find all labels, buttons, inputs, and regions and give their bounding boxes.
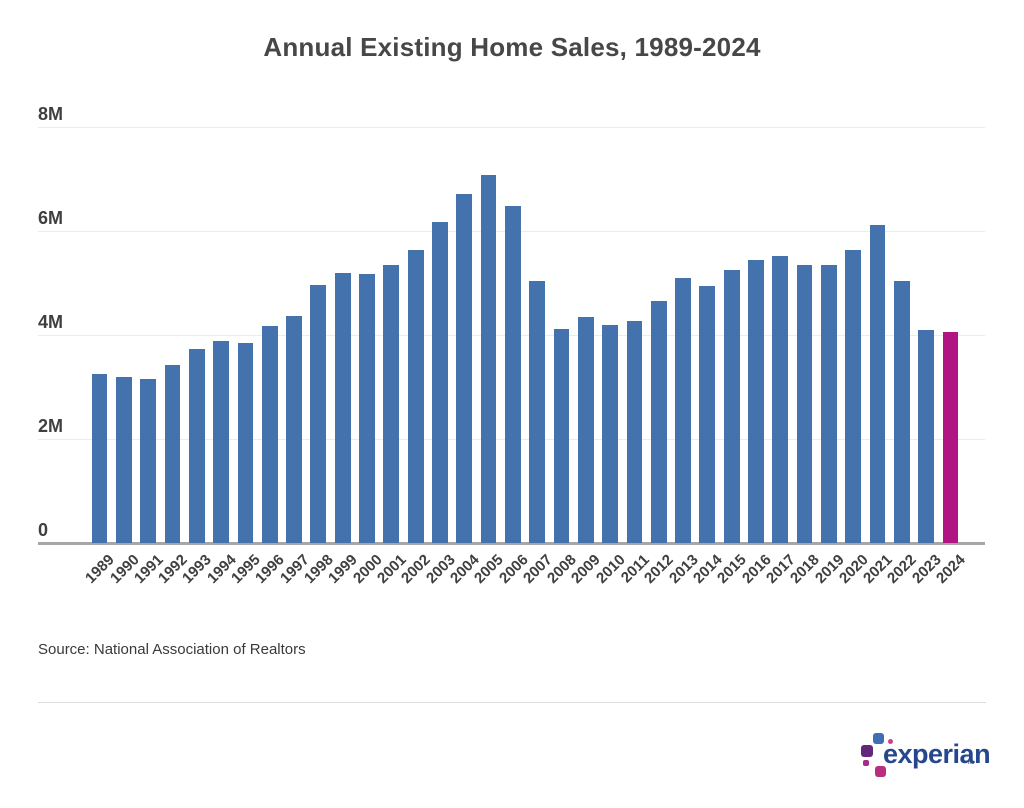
bar-2013 <box>675 278 691 543</box>
bar-1996 <box>261 325 278 543</box>
logo-block-purple-icon <box>861 745 873 757</box>
bar-2002 <box>407 250 424 543</box>
bar-1993 <box>188 348 205 543</box>
bar-1992 <box>164 365 181 543</box>
bar-2017 <box>772 256 789 543</box>
bar-1997 <box>286 315 302 543</box>
footer-divider <box>38 702 986 703</box>
bar-1995 <box>237 342 254 543</box>
bar-2006 <box>504 206 521 543</box>
logo-block-pink-dot-icon <box>888 739 893 744</box>
bar-2012 <box>650 300 667 543</box>
experian-logo: experian ™ <box>858 729 998 785</box>
y-tick-4M: 4M <box>38 312 64 332</box>
bar-2000 <box>359 274 375 543</box>
bar-2004 <box>456 193 473 543</box>
bar-2010 <box>602 325 618 543</box>
bar-2015 <box>723 270 740 543</box>
bar-2022 <box>893 281 910 543</box>
gridline-8M <box>38 127 985 128</box>
bar-chart-plot-area: 8M 6M 4M 2M 0 1989 1990 1991 1992 1993 1994 1995 199… <box>38 104 985 587</box>
bar-2007 <box>529 281 546 543</box>
x-axis-line <box>38 542 985 545</box>
bar-1991 <box>140 379 157 543</box>
bar-1999 <box>334 273 351 543</box>
experian-wordmark: experian <box>883 739 991 769</box>
bar-2021 <box>869 224 886 543</box>
trademark-symbol: ™ <box>967 760 975 769</box>
bar-2024 <box>942 331 959 543</box>
bar-1989 <box>91 374 108 543</box>
y-tick-2M: 2M <box>38 416 64 436</box>
bar-2019 <box>821 265 837 543</box>
logo-block-violet-icon <box>863 760 869 766</box>
logo-block-blue-icon <box>873 733 884 744</box>
bar-2023 <box>918 330 935 543</box>
y-tick-8M: 8M <box>38 104 64 124</box>
bar-2003 <box>432 221 448 543</box>
chart-title: Annual Existing Home Sales, 1989-2024 <box>263 32 761 62</box>
bar-2014 <box>699 286 716 543</box>
logo-block-magenta-icon <box>875 766 886 777</box>
bar-2020 <box>845 249 862 543</box>
bar-1998 <box>310 284 327 543</box>
bar-2018 <box>796 265 813 543</box>
bar-1990 <box>116 377 132 543</box>
source-note: Source: National Association of Realtors <box>38 641 306 658</box>
bar-2016 <box>748 259 764 543</box>
bar-2008 <box>553 329 570 543</box>
y-tick-0: 0 <box>38 520 49 540</box>
bar-1994 <box>213 340 230 543</box>
bar-2001 <box>383 265 400 543</box>
bar-2005 <box>480 174 497 543</box>
bar-2009 <box>577 317 594 543</box>
y-tick-6M: 6M <box>38 208 64 228</box>
bar-2011 <box>626 321 643 543</box>
